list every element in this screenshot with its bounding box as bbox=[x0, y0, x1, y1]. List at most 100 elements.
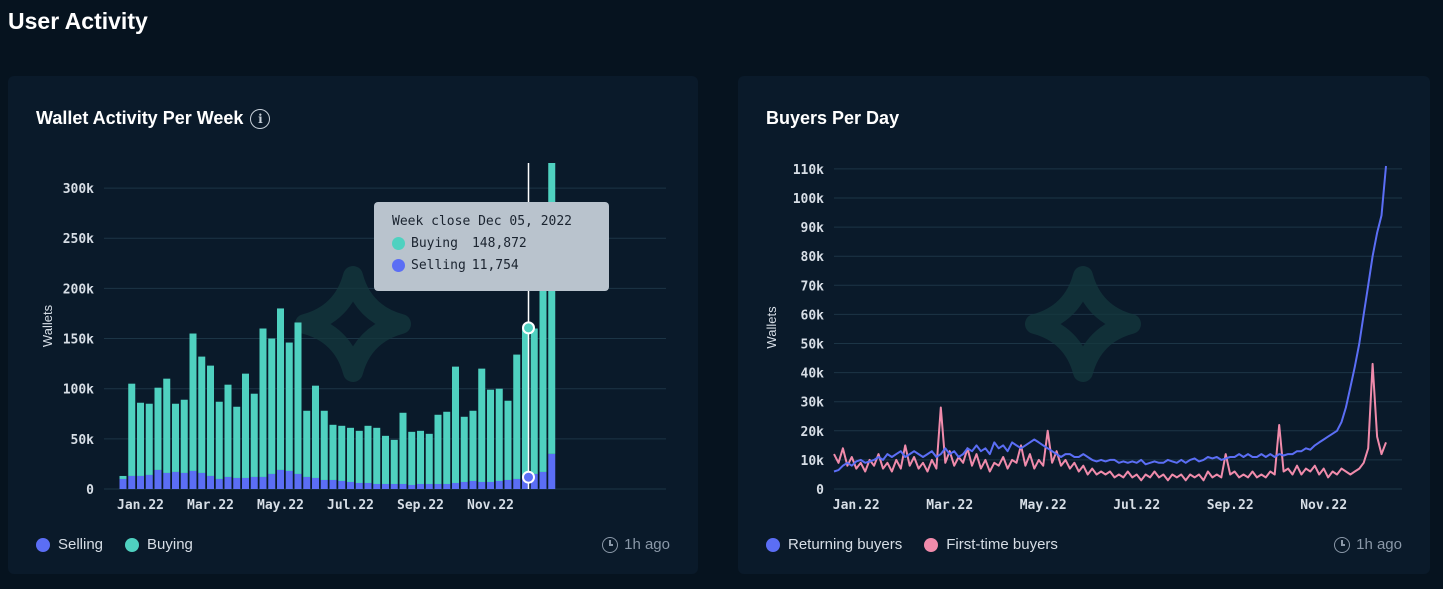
bar-buying bbox=[145, 403, 153, 475]
legend-item-buying[interactable]: Buying bbox=[125, 536, 193, 553]
last-updated: 1h ago bbox=[602, 536, 670, 553]
y-tick-label: 250k bbox=[63, 232, 94, 247]
hover-point-buying bbox=[522, 321, 535, 335]
line-first-time-buyers bbox=[833, 362, 1387, 482]
bar-selling bbox=[478, 481, 486, 489]
bar-selling bbox=[250, 476, 258, 489]
bar-buying bbox=[215, 401, 223, 479]
tooltip-row-selling: Selling 11,754 bbox=[392, 258, 591, 273]
bar-buying bbox=[504, 400, 512, 480]
bar-selling bbox=[522, 477, 529, 489]
y-tick-label: 70k bbox=[801, 279, 825, 294]
y-tick-label: 100k bbox=[793, 192, 824, 207]
bar-buying bbox=[224, 384, 232, 477]
bar-selling bbox=[137, 475, 144, 489]
bar-buying bbox=[303, 410, 311, 477]
legend-item-returning[interactable]: Returning buyers bbox=[766, 536, 902, 553]
x-tick-label: Jan.22 bbox=[833, 498, 880, 513]
bar-selling bbox=[452, 482, 459, 489]
info-icon[interactable]: i bbox=[250, 108, 271, 129]
bar-selling bbox=[460, 481, 468, 489]
buying-dot-icon bbox=[392, 237, 405, 250]
bar-buying bbox=[207, 365, 214, 476]
bar-selling bbox=[224, 476, 232, 489]
y-tick-label: 30k bbox=[801, 396, 825, 411]
legend-item-selling[interactable]: Selling bbox=[36, 536, 103, 553]
clock-icon bbox=[602, 536, 619, 553]
bar-buying bbox=[408, 431, 416, 485]
bar-buying bbox=[180, 399, 188, 473]
x-tick-label: May.22 bbox=[257, 498, 304, 513]
bar-buying bbox=[548, 163, 556, 454]
first-time-dot-icon bbox=[924, 537, 939, 552]
tooltip-title: Week close Dec 05, 2022 bbox=[392, 214, 573, 229]
y-tick-label: 150k bbox=[63, 333, 94, 348]
buyers-per-day-title: Buyers Per Day bbox=[766, 108, 900, 128]
bar-selling bbox=[469, 480, 477, 489]
bar-buying bbox=[443, 411, 451, 484]
buyers-per-day-chart[interactable]: 0 10k 20k 30k 40k 50k 60k 70k 80k 90k 100k 110k Wall… bbox=[738, 76, 1430, 574]
y-tick-label: 60k bbox=[801, 308, 825, 323]
wallet-activity-card: 0 50k 100k 150k 200k 250k 300k Wallets Jan.22 Mar… bbox=[8, 76, 698, 574]
tooltip-row-buying: Buying 148,872 bbox=[392, 236, 591, 251]
bar-buying bbox=[539, 246, 547, 472]
legend-returning-label: Returning buyers bbox=[788, 536, 903, 553]
bar-buying bbox=[347, 427, 354, 482]
bar-buying bbox=[478, 368, 486, 482]
watermark-logo-icon bbox=[1025, 266, 1141, 382]
y-tick-label: 110k bbox=[793, 163, 824, 178]
bar-buying bbox=[198, 356, 206, 473]
x-tick-label: Mar.22 bbox=[187, 498, 234, 513]
tooltip-buying-value: 148,872 bbox=[471, 236, 527, 251]
x-tick-label: Sep.22 bbox=[1207, 498, 1254, 513]
bar-selling bbox=[347, 481, 354, 489]
watermark-logo-icon bbox=[295, 266, 411, 382]
legend-buying-label: Buying bbox=[147, 536, 193, 553]
bar-buying bbox=[364, 425, 372, 483]
bar-buying bbox=[189, 333, 197, 471]
bar-buying bbox=[530, 328, 538, 474]
legend-item-first-time[interactable]: First-time buyers bbox=[924, 536, 1058, 553]
clock-icon bbox=[1334, 536, 1351, 553]
buyers-legend: Returning buyers First-time buyers bbox=[766, 536, 1058, 553]
y-tick-label: 100k bbox=[63, 383, 94, 398]
bar-buying bbox=[242, 373, 249, 478]
bar-selling bbox=[408, 484, 416, 489]
bar-buying bbox=[373, 427, 381, 484]
x-tick-label: Jul.22 bbox=[1113, 498, 1160, 513]
last-updated-text: 1h ago bbox=[624, 536, 670, 553]
bar-selling bbox=[215, 478, 223, 489]
last-updated-text: 1h ago bbox=[1356, 536, 1402, 553]
wallet-activity-chart[interactable]: 0 50k 100k 150k 200k 250k 300k Wallets Jan.22 Mar… bbox=[8, 76, 698, 574]
bar-buying bbox=[469, 410, 477, 481]
bar-selling bbox=[329, 479, 337, 489]
bar-buying bbox=[277, 308, 284, 470]
bar-selling bbox=[530, 473, 538, 489]
bar-selling bbox=[425, 483, 433, 489]
x-tick-label: Nov.22 bbox=[467, 498, 514, 513]
legend-selling-label: Selling bbox=[58, 536, 104, 553]
bar-selling bbox=[285, 470, 293, 489]
hover-point-selling bbox=[522, 470, 535, 484]
chart-tooltip: Week close Dec 05, 2022 Buying 148,872 S… bbox=[374, 202, 609, 291]
bar-selling bbox=[189, 470, 197, 489]
wallet-activity-legend: Selling Buying bbox=[36, 536, 193, 553]
bar-selling bbox=[128, 475, 136, 489]
bar-selling bbox=[417, 483, 424, 489]
bar-selling bbox=[154, 469, 162, 489]
page-title: User Activity bbox=[8, 8, 148, 34]
x-tick-label: Mar.22 bbox=[926, 498, 973, 513]
bar-selling bbox=[180, 472, 188, 489]
selling-dot-icon bbox=[392, 259, 405, 272]
bar-buying bbox=[163, 378, 171, 473]
bar-selling bbox=[233, 477, 241, 489]
y-tick-label: 200k bbox=[63, 282, 94, 297]
bar-selling bbox=[390, 483, 398, 489]
bar-selling bbox=[399, 483, 407, 489]
line-returning-buyers bbox=[833, 165, 1387, 473]
y-tick-label: 10k bbox=[801, 454, 825, 469]
bar-buying bbox=[250, 393, 258, 477]
bar-buying bbox=[487, 389, 494, 482]
bar-selling bbox=[242, 477, 249, 489]
y-tick-label: 0 bbox=[86, 483, 94, 498]
